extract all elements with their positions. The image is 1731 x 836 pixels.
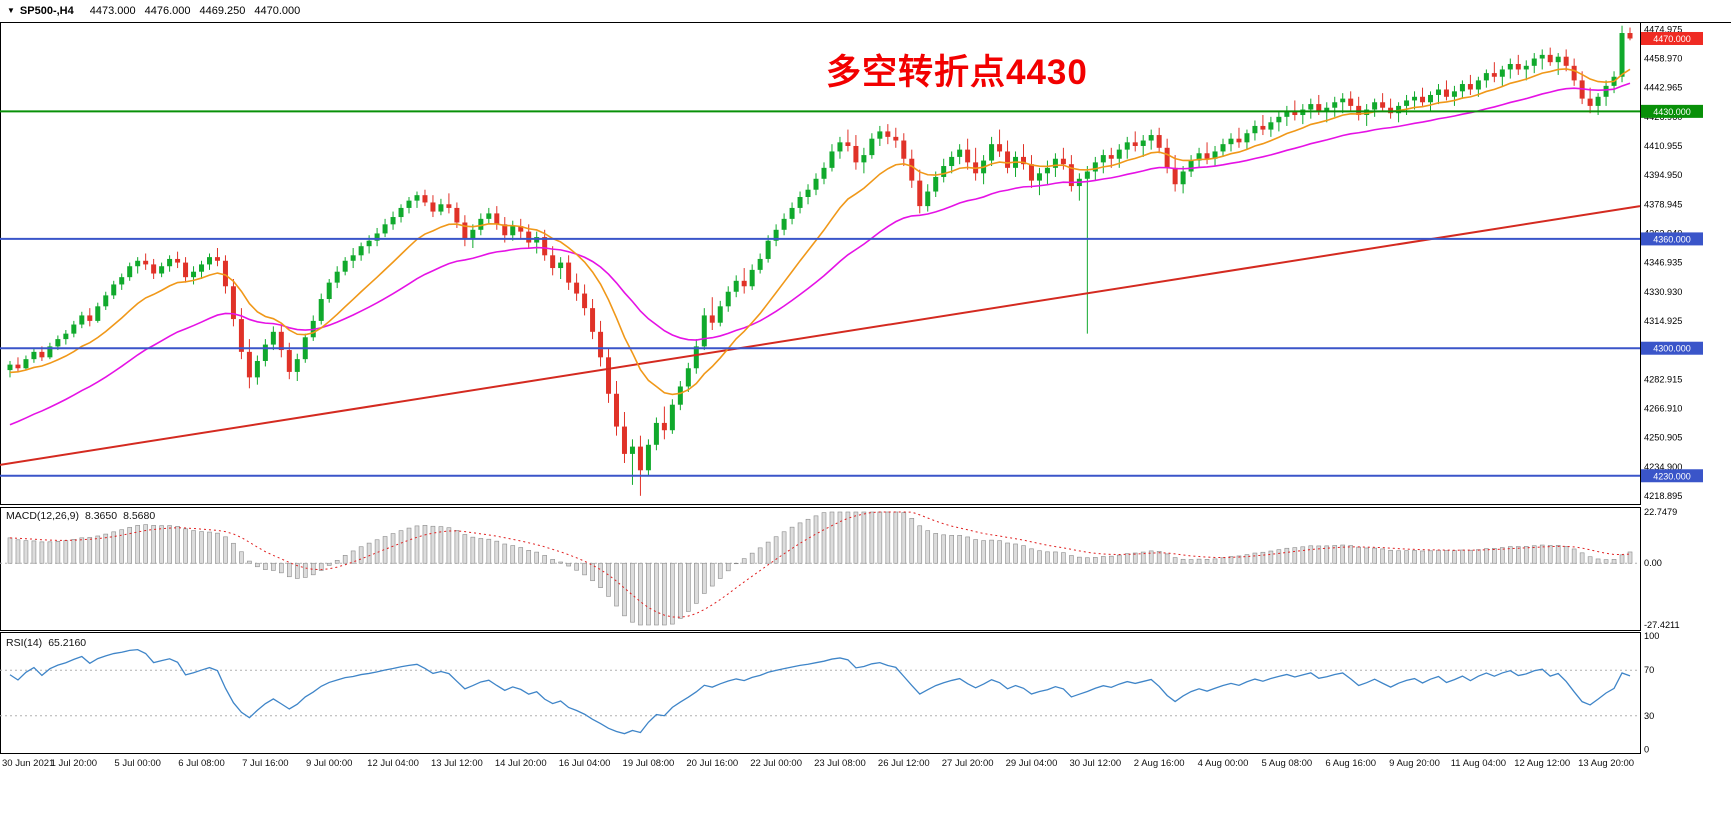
- time-axis-label: 1 Jul 20:00: [51, 758, 97, 769]
- price-badge: [1641, 469, 1703, 483]
- price-axis: 4474.9754458.9704442.9654426.9604410.955…: [1641, 24, 1703, 501]
- price-axis-label: 4314.925: [1644, 316, 1682, 326]
- symbol-timeframe-label: SP500-,H4: [19, 5, 74, 17]
- rsi-axis-label: 100: [1644, 631, 1659, 641]
- macd-signal-value: 8.5680: [123, 510, 156, 522]
- macd-histogram-layer: [7, 511, 1633, 626]
- symbol-info-bar: ▼ SP500-,H4 4473.000 4476.000 4469.250 4…: [0, 0, 1731, 22]
- time-axis-label: 5 Jul 00:00: [114, 758, 160, 769]
- ma-slow-line: [0, 205, 1641, 466]
- time-axis-label: 29 Jul 04:00: [1006, 758, 1058, 769]
- price-axis-label: 4330.930: [1644, 287, 1682, 297]
- rsi-name: RSI(14): [6, 637, 43, 649]
- time-axis-label: 20 Jul 16:00: [686, 758, 738, 769]
- time-axis-label: 2 Aug 16:00: [1134, 758, 1185, 769]
- time-axis-label: 12 Aug 12:00: [1514, 758, 1570, 769]
- ma-mid-line: [9, 82, 1631, 426]
- macd-axis-label: 0.00: [1644, 558, 1662, 568]
- macd-name: MACD(12,26,9): [6, 510, 79, 522]
- macd-signal-line: [9, 511, 1631, 618]
- macd-axis-label: 22.7479: [1644, 507, 1677, 517]
- time-axis-label: 7 Jul 16:00: [242, 758, 288, 769]
- price-badge-label: 4470.000: [1653, 34, 1691, 44]
- rsi-value: 65.2160: [48, 637, 87, 649]
- price-axis-label: 4458.970: [1644, 54, 1682, 64]
- open-value: 4473.000: [89, 5, 136, 17]
- price-badge: [1641, 104, 1703, 118]
- time-axis-label: 23 Jul 08:00: [814, 758, 866, 769]
- low-value: 4469.250: [199, 5, 246, 17]
- macd-indicator-label: MACD(12,26,9) 8.3650 8.5680: [6, 510, 161, 522]
- price-badge-label: 4360.000: [1653, 234, 1691, 244]
- rsi-axis-label: 30: [1644, 711, 1654, 721]
- price-axis-label: 4346.935: [1644, 258, 1682, 268]
- time-axis-label: 9 Aug 20:00: [1389, 758, 1440, 769]
- price-axis-label: 4474.975: [1644, 24, 1682, 34]
- panel-borders: [0, 22, 1731, 754]
- price-axis-label: 4218.895: [1644, 491, 1682, 501]
- price-axis-label: 4442.965: [1644, 83, 1682, 93]
- time-axis-label: 13 Jul 12:00: [431, 758, 483, 769]
- price-axis-label: 4234.900: [1644, 462, 1682, 472]
- price-axis-label: 4394.950: [1644, 170, 1682, 180]
- horizontal-level-lines: [0, 110, 1640, 477]
- price-badge-label: 4230.000: [1653, 471, 1691, 481]
- annotation-text: 多空转折点4430: [826, 53, 1088, 92]
- macd-axis-label: -27.4211: [1644, 620, 1680, 630]
- time-axis-label: 30 Jul 12:00: [1069, 758, 1121, 769]
- high-value: 4476.000: [144, 5, 191, 17]
- time-axis-label: 6 Jul 08:00: [178, 758, 224, 769]
- time-axis-label: 22 Jul 00:00: [750, 758, 802, 769]
- ma-fast-line: [9, 68, 1631, 396]
- time-axis-label: 6 Aug 16:00: [1325, 758, 1376, 769]
- price-axis-label: 4410.955: [1644, 141, 1682, 151]
- price-axis-label: 4378.945: [1644, 199, 1682, 209]
- time-axis-label: 5 Aug 08:00: [1261, 758, 1312, 769]
- dropdown-arrow-icon[interactable]: ▼: [7, 6, 15, 15]
- rsi-layer: [0, 648, 1640, 735]
- candles-layer: [7, 25, 1633, 496]
- time-axis-label: 14 Jul 20:00: [495, 758, 547, 769]
- time-axis-label: 19 Jul 08:00: [623, 758, 675, 769]
- time-axis-label: 12 Jul 04:00: [367, 758, 419, 769]
- time-axis-label: 16 Jul 04:00: [559, 758, 611, 769]
- rsi-axis: 100 70 30 0: [1644, 631, 1659, 755]
- time-axis-label: 27 Jul 20:00: [942, 758, 994, 769]
- macd-value: 8.3650: [84, 510, 118, 522]
- price-axis-label: 4266.910: [1644, 404, 1682, 414]
- macd-axis: 22.7479 0.00 -27.4211: [1644, 507, 1680, 630]
- rsi-axis-label: 0: [1644, 745, 1649, 755]
- price-axis-label: 4250.905: [1644, 433, 1682, 443]
- rsi-line: [9, 648, 1631, 735]
- time-axis-label: 30 Jun 2021: [2, 758, 54, 769]
- rsi-indicator-label: RSI(14) 65.2160: [6, 637, 92, 649]
- time-axis-label: 9 Jul 00:00: [306, 758, 352, 769]
- price-badge-label: 4300.000: [1653, 344, 1691, 354]
- time-axis-label: 4 Aug 00:00: [1198, 758, 1249, 769]
- price-axis-label: 4282.915: [1644, 374, 1682, 384]
- price-badge: [1641, 31, 1703, 45]
- price-badge-label: 4430.000: [1653, 107, 1691, 117]
- price-badge: [1641, 232, 1703, 246]
- time-axis-label: 13 Aug 20:00: [1578, 758, 1634, 769]
- price-badge: [1641, 341, 1703, 355]
- rsi-axis-label: 70: [1644, 665, 1654, 675]
- close-value: 4470.000: [254, 5, 301, 17]
- time-axis-label: 26 Jul 12:00: [878, 758, 930, 769]
- time-axis-label: 11 Aug 04:00: [1451, 758, 1506, 769]
